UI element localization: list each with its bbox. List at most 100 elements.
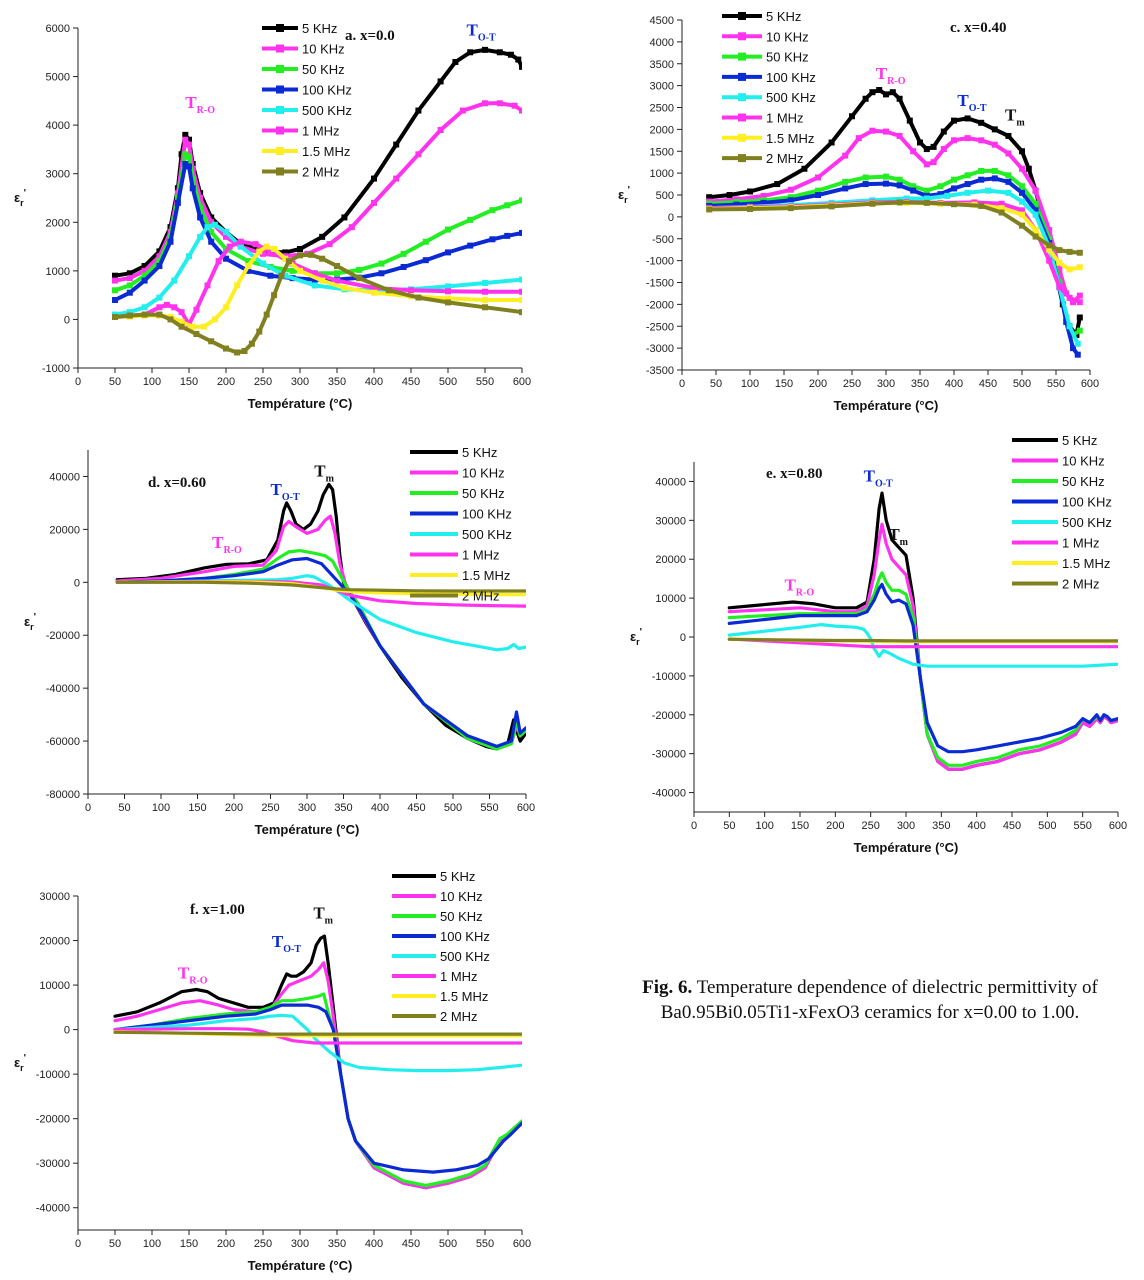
data-point xyxy=(211,221,218,228)
data-point xyxy=(1019,183,1025,190)
x-tick-label: 150 xyxy=(180,376,198,388)
data-point xyxy=(1056,283,1063,290)
legend-label: 2 MHz xyxy=(462,589,500,604)
x-tick-label: 0 xyxy=(85,802,91,814)
data-point xyxy=(126,282,133,289)
series-line-100-khz xyxy=(113,162,522,302)
legend-marker xyxy=(276,147,284,155)
legend-marker xyxy=(276,44,284,53)
annotation-label: TO-T xyxy=(271,480,300,503)
y-axis-title: εr' xyxy=(630,627,642,647)
x-tick-label: 600 xyxy=(1081,378,1099,390)
data-point xyxy=(174,199,181,206)
x-tick-label: 550 xyxy=(476,376,494,388)
data-point xyxy=(964,135,971,142)
annotation-label: TO-T xyxy=(957,91,986,114)
data-point xyxy=(1032,211,1039,218)
data-point xyxy=(991,141,998,148)
x-tick-label: 50 xyxy=(723,820,735,832)
data-point xyxy=(371,199,377,206)
legend-label: 1 MHz xyxy=(1062,536,1100,551)
series-line-2-mhz xyxy=(727,637,1118,643)
x-tick-label: 350 xyxy=(328,376,346,388)
data-point xyxy=(519,276,522,283)
data-point xyxy=(815,187,821,194)
data-point xyxy=(896,182,903,189)
legend-label: 100 KHz xyxy=(302,83,352,98)
x-axis-title: Température (°C) xyxy=(854,840,959,855)
legend-label: 2 MHz xyxy=(440,1009,478,1024)
data-point xyxy=(189,323,196,330)
data-point xyxy=(371,284,377,291)
data-point xyxy=(1032,227,1039,233)
y-tick-label: -3500 xyxy=(646,365,674,377)
y-tick-label: -2500 xyxy=(646,321,674,333)
data-point xyxy=(260,250,266,257)
data-point xyxy=(842,185,849,192)
data-point xyxy=(964,172,971,179)
data-point xyxy=(445,299,451,306)
data-point xyxy=(482,100,488,107)
annotation-label: Tm xyxy=(313,903,333,926)
legend-label: 5 KHz xyxy=(462,445,497,460)
data-point xyxy=(415,294,422,301)
x-tick-label: 400 xyxy=(365,376,383,388)
data-point xyxy=(482,46,488,53)
series-line-2-mhz xyxy=(707,200,1082,255)
y-tick-label: -10000 xyxy=(652,671,686,683)
x-tick-label: 350 xyxy=(328,1238,346,1250)
series-line-100-khz xyxy=(727,582,1118,754)
data-point xyxy=(215,258,222,265)
y-tick-label: -1000 xyxy=(42,363,70,375)
data-point xyxy=(815,174,821,181)
data-point xyxy=(356,275,363,282)
legend-marker xyxy=(276,85,284,94)
legend-label: 100 KHz xyxy=(462,507,512,522)
x-tick-label: 200 xyxy=(217,1238,235,1250)
data-point xyxy=(978,176,985,183)
data-point xyxy=(1070,299,1076,306)
series-line-500-khz xyxy=(727,623,1118,668)
x-tick-label: 200 xyxy=(809,378,827,390)
data-point xyxy=(1005,178,1012,185)
legend-marker xyxy=(738,52,746,61)
x-tick-label: 100 xyxy=(152,802,170,814)
data-point xyxy=(459,107,466,114)
data-point xyxy=(208,229,215,235)
data-point xyxy=(991,167,998,174)
data-point xyxy=(489,236,496,243)
panel-title: e. x=0.80 xyxy=(766,466,822,482)
data-point xyxy=(801,165,808,172)
data-point xyxy=(726,192,733,198)
data-point xyxy=(297,246,303,252)
data-point xyxy=(311,282,318,289)
x-tick-label: 600 xyxy=(513,1238,531,1250)
data-point xyxy=(1005,150,1012,157)
data-point xyxy=(126,270,133,277)
data-point xyxy=(186,163,192,170)
data-point xyxy=(1076,314,1083,321)
y-tick-label: 2500 xyxy=(650,103,674,115)
data-point xyxy=(940,128,947,135)
data-point xyxy=(1032,233,1039,240)
legend-label: 5 KHz xyxy=(766,9,801,24)
data-point xyxy=(245,267,252,274)
data-point xyxy=(482,288,488,295)
data-point xyxy=(1076,292,1083,299)
x-tick-label: 500 xyxy=(1013,378,1031,390)
x-tick-label: 450 xyxy=(402,376,420,388)
series-line-100-khz xyxy=(115,556,526,748)
data-point xyxy=(1066,266,1073,273)
y-tick-label: 4500 xyxy=(650,15,674,27)
data-point xyxy=(378,260,385,267)
data-point xyxy=(923,195,930,202)
data-point xyxy=(951,201,957,208)
legend-label: 50 KHz xyxy=(302,62,345,77)
legend-marker xyxy=(738,133,746,142)
data-point xyxy=(186,141,192,148)
legend-label: 1.5 MHz xyxy=(766,131,814,146)
data-point xyxy=(903,195,910,202)
data-point xyxy=(1019,165,1025,172)
data-point xyxy=(267,248,274,255)
data-point xyxy=(842,152,849,159)
